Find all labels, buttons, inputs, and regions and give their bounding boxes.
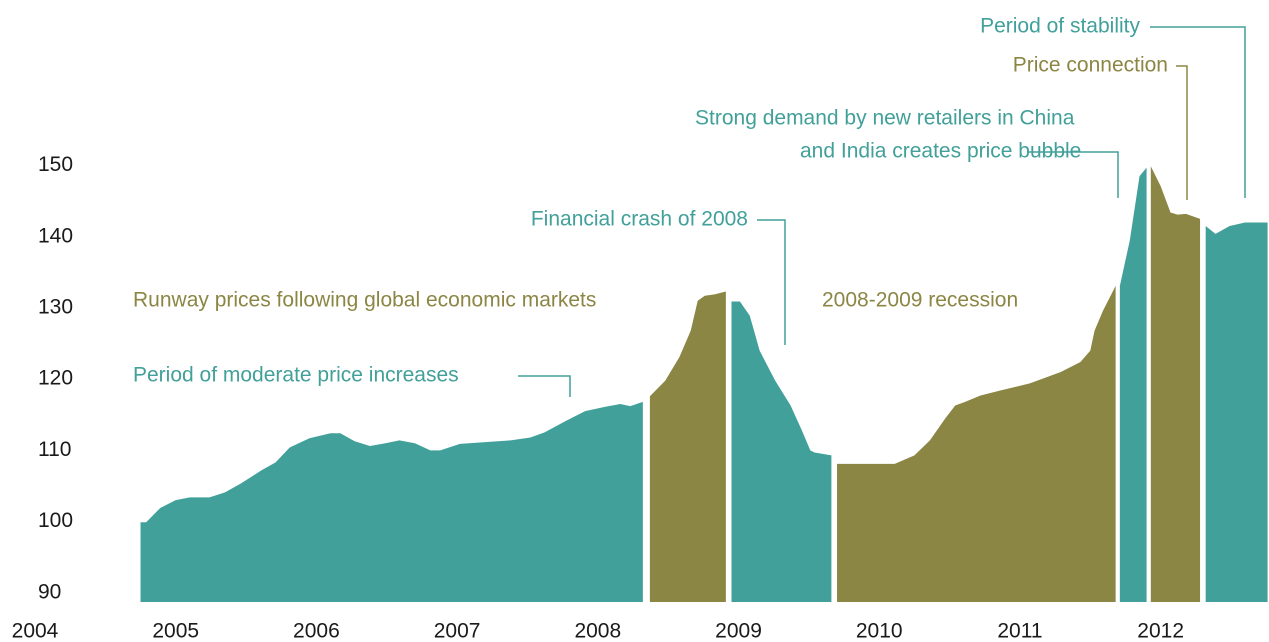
x-tick-label: 2005 — [152, 620, 199, 642]
annotation: Strong demand by new retailers in China — [695, 107, 1075, 130]
y-tick-label: 140 — [38, 224, 73, 247]
y-tick-label: 150 — [38, 153, 73, 176]
annotation-leader — [518, 375, 571, 397]
area-segment — [649, 291, 726, 602]
area-segment — [1150, 166, 1201, 602]
area-segment — [731, 301, 832, 602]
x-tick-label: 2008 — [574, 620, 621, 642]
y-tick-label: 110 — [38, 438, 71, 461]
x-tick-label: 2012 — [1137, 620, 1184, 642]
x-tick-label: 2006 — [293, 620, 340, 642]
area-segment — [1205, 222, 1268, 602]
x-tick-label: 2010 — [856, 620, 903, 642]
annotation: and India creates price bubble — [800, 140, 1081, 163]
y-tick-label: 130 — [38, 295, 73, 318]
annotation: Runway prices following global economic … — [133, 289, 596, 312]
annotation: 2008-2009 recession — [822, 289, 1018, 312]
y-tick-label: 120 — [38, 367, 73, 390]
annotation-leader — [1028, 151, 1119, 198]
annotation: Price connection — [1013, 54, 1168, 77]
area-segment — [140, 401, 643, 602]
annotation: Financial crash of 2008 — [531, 208, 748, 231]
y-tick-label: 100 — [38, 509, 73, 532]
annotation: Period of moderate price increases — [133, 364, 459, 387]
annotation-leader — [757, 219, 786, 345]
x-tick-label: 2011 — [997, 620, 1042, 642]
x-tick-label: 2004 — [12, 620, 59, 642]
y-tick-label: 90 — [38, 580, 61, 603]
area-segment — [1119, 167, 1147, 602]
area-segment — [837, 285, 1116, 602]
annotation-leader — [1176, 65, 1188, 200]
x-tick-label: 2007 — [434, 620, 481, 642]
annotation-leader — [1150, 26, 1246, 198]
annotation: Period of stability — [980, 15, 1140, 38]
x-tick-label: 2009 — [715, 620, 762, 642]
